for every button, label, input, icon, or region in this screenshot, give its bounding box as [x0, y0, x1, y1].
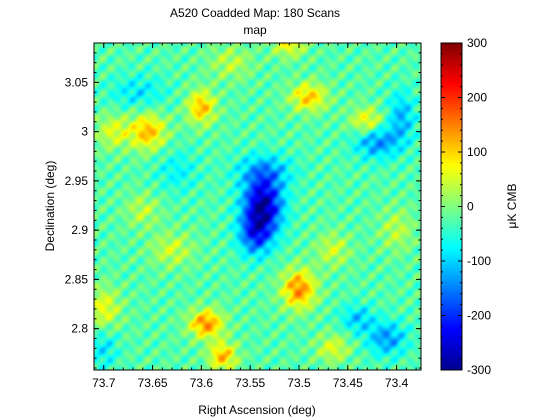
colorbar-tick-label: 300: [467, 36, 487, 50]
colorbar-tick-label: -300: [467, 363, 491, 377]
x-tick-label: 73.6: [190, 376, 214, 390]
x-tick-label: 73.7: [92, 376, 116, 390]
y-tick-label: 2.9: [71, 223, 88, 237]
colorbar-tick-label: 100: [467, 145, 487, 159]
chart-title: A520 Coadded Map: 180 Scans: [170, 6, 340, 20]
plot-frame: [93, 42, 422, 371]
colorbar-tick-label: -200: [467, 309, 491, 323]
heatmap-canvas: [94, 43, 421, 370]
colorbar-tick-label: 0: [467, 200, 474, 214]
y-tick-label: 2.8: [71, 322, 88, 336]
y-axis-ticks: 3.05 3 2.95 2.9 2.85 2.8: [65, 42, 421, 369]
y-tick-label: 3.05: [65, 75, 89, 89]
heatmap-image: [94, 43, 421, 370]
x-tick-label: 73.4: [385, 376, 409, 390]
colorbar-tick-label: -100: [467, 254, 491, 268]
x-tick-label: 73.5: [287, 376, 311, 390]
colorbar-ticks: 300 200 100 0 -100 -200 -300: [441, 36, 491, 377]
y-tick-label: 3: [81, 125, 88, 139]
x-axis-label: Right Ascension (deg): [198, 403, 315, 417]
colorbar-tick-label: 200: [467, 91, 487, 105]
x-tick-label: 73.45: [333, 376, 363, 390]
y-tick-label: 2.95: [65, 174, 89, 188]
x-tick-label: 73.55: [235, 376, 265, 390]
y-axis-label: Declination (deg): [43, 161, 57, 252]
colorbar-label: μK CMB: [505, 184, 519, 229]
x-tick-label: 73.65: [138, 376, 168, 390]
chart-subtitle: map: [243, 23, 267, 37]
y-tick-label: 2.85: [65, 272, 89, 286]
x-axis-ticks: 73.7 73.65 73.6 73.55 73.5 73.45 73.4: [92, 43, 417, 390]
